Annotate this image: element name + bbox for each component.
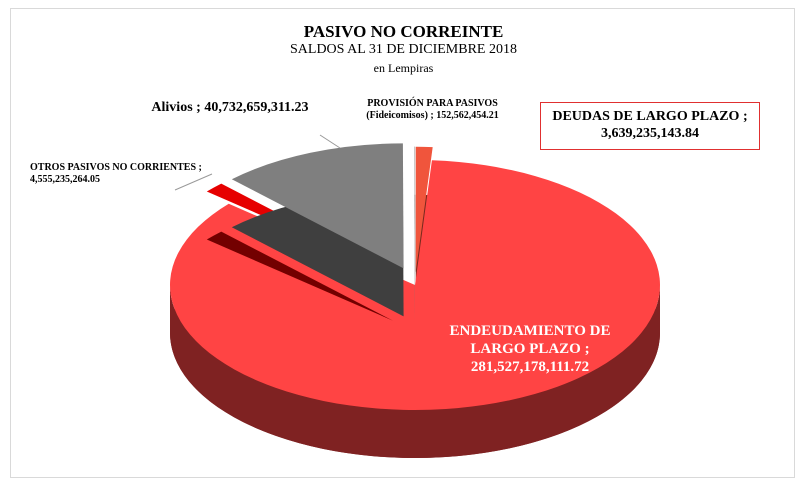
separator: ; xyxy=(198,162,202,173)
category-label: ENDEUDAMIENTO DE LARGO PLAZO xyxy=(449,323,611,357)
slice xyxy=(231,143,404,317)
slice-bottom xyxy=(206,231,394,321)
category-label: OTROS PASIVOS NO CORRIENTES xyxy=(30,162,197,173)
unit-label: en Lempiras xyxy=(373,61,434,75)
separator: ; xyxy=(430,110,434,121)
data-label: PROVISIÓN PARA PASIVOS (Fideicomisos) ; … xyxy=(340,98,525,122)
value-label: 40,732,659,311.23 xyxy=(204,100,309,115)
data-label: DEUDAS DE LARGO PLAZO ; 3,639,235,143.84 xyxy=(540,102,760,150)
separator: ; xyxy=(196,100,201,115)
category-label: PROVISIÓN PARA PASIVOS (Fideicomisos) xyxy=(366,98,498,121)
leader-line xyxy=(319,134,341,149)
slice-top xyxy=(415,146,433,272)
value-label: 281,527,178,111.72 xyxy=(470,359,590,375)
slice xyxy=(169,160,660,458)
value-label: 152,562,454.21 xyxy=(436,110,499,121)
slice-top xyxy=(414,146,416,272)
category-label: Alivios xyxy=(151,100,193,115)
category-label: DEUDAS DE LARGO PLAZO xyxy=(552,109,740,124)
data-label: ENDEUDAMIENTO DE LARGO PLAZO ; 281,527,1… xyxy=(440,322,620,376)
slice-top xyxy=(231,143,404,269)
slice-side xyxy=(170,285,660,458)
data-label: OTROS PASIVOS NO CORRIENTES ; 4,555,235,… xyxy=(30,162,205,186)
chart-subtitle: SALDOS AL 31 DE DICIEMBRE 2018 xyxy=(290,42,517,57)
separator: ; xyxy=(584,341,590,357)
chart-frame xyxy=(10,8,795,478)
chart-title: PASIVO NO CORREINTE xyxy=(303,22,504,41)
slice xyxy=(414,146,416,320)
slice-top xyxy=(169,160,660,411)
leader-line xyxy=(174,173,213,191)
value-label: 3,639,235,143.84 xyxy=(601,125,699,141)
value-label: 4,555,235,264.05 xyxy=(30,174,100,185)
data-label: Alivios ; 40,732,659,311.23 xyxy=(150,100,310,117)
separator: ; xyxy=(742,109,748,124)
